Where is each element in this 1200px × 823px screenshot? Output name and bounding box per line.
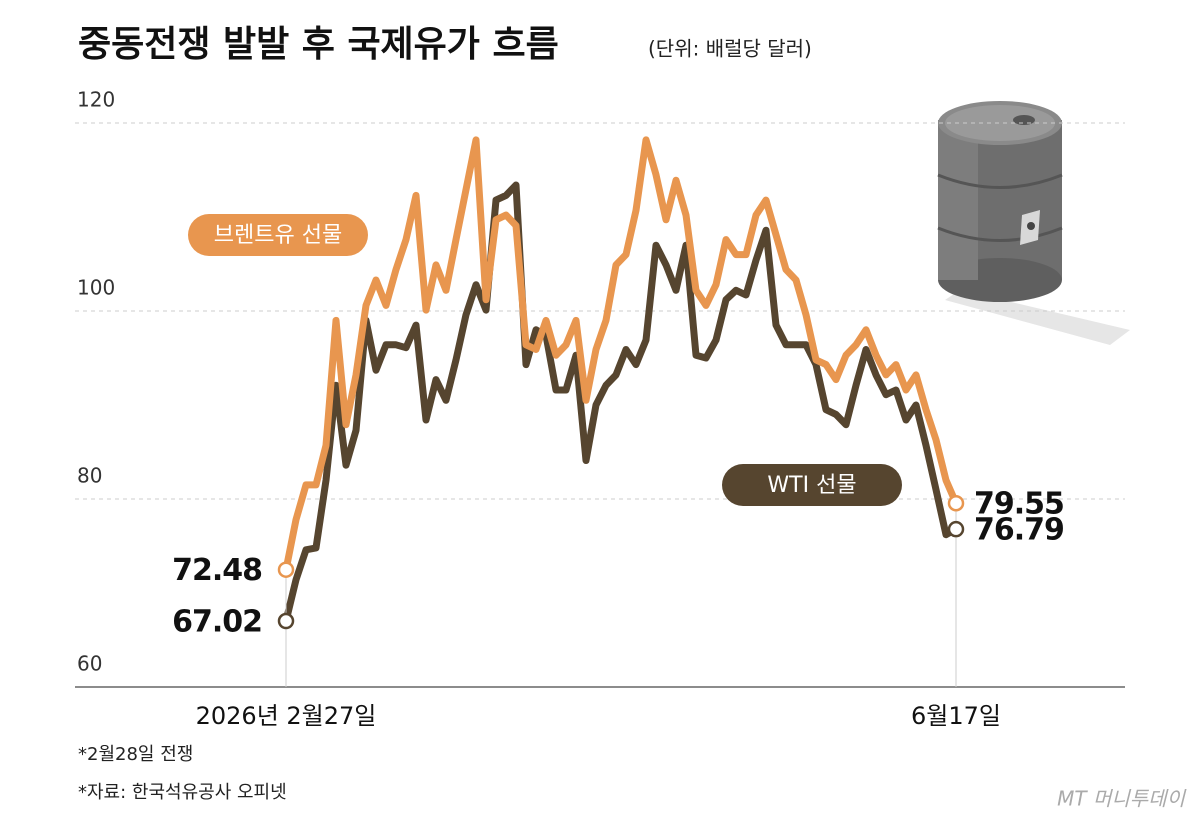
footnote: *자료: 한국석유공사 오피넷 bbox=[78, 782, 287, 803]
y-tick-label: 100 bbox=[77, 276, 115, 300]
price-line bbox=[282, 136, 960, 574]
end-marker bbox=[947, 494, 965, 512]
value-label: 76.79 bbox=[974, 513, 1064, 548]
end-marker bbox=[277, 612, 295, 630]
source-logo: MT 머니투데이 bbox=[1057, 787, 1186, 811]
end-marker bbox=[277, 561, 295, 578]
legend-pill bbox=[188, 214, 368, 256]
end-marker bbox=[947, 520, 965, 538]
price-line bbox=[282, 181, 960, 625]
value-label: 72.48 bbox=[172, 553, 262, 588]
legend-item: WTI 선물 bbox=[722, 464, 902, 506]
legend-item: 브렌트유 선물 bbox=[188, 214, 368, 256]
legend-label: 브렌트유 선물 bbox=[214, 223, 342, 248]
legend-pill bbox=[722, 464, 902, 506]
y-tick-label: 120 bbox=[77, 88, 115, 112]
footnote: *2월28일 전쟁 bbox=[78, 744, 193, 765]
y-tick-label: 80 bbox=[77, 464, 102, 488]
chart-subtitle: (단위: 배럴당 달러) bbox=[648, 37, 812, 61]
value-label: 79.55 bbox=[974, 487, 1064, 522]
x-tick-label: 6월17일 bbox=[911, 702, 1001, 730]
value-label: 67.02 bbox=[172, 605, 262, 640]
legend-label: WTI 선물 bbox=[767, 473, 856, 498]
y-tick-label: 60 bbox=[77, 652, 102, 676]
barrel-illustration bbox=[937, 101, 1130, 345]
chart-title: 중동전쟁 발발 후 국제유가 흐름 bbox=[78, 24, 559, 65]
x-tick-label: 2026년 2월27일 bbox=[196, 702, 377, 730]
